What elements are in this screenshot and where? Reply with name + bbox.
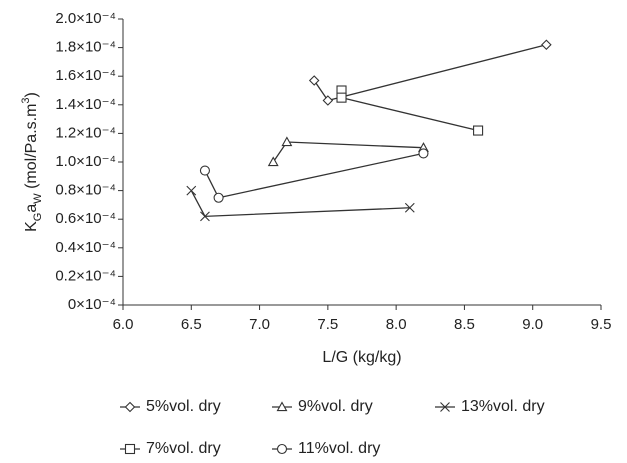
- y-label-part: a: [23, 204, 40, 213]
- series-line: [204, 152, 424, 199]
- series-line: [190, 190, 410, 218]
- x-tick-label: 8.0: [386, 316, 407, 333]
- legend-marker: [440, 402, 450, 412]
- y-tick-label: 0.2×10⁻⁴: [55, 267, 116, 284]
- y-tick-label: 1.0×10⁻⁴: [55, 153, 116, 170]
- y-label-part: 3: [20, 97, 32, 103]
- y-label-part: G: [32, 213, 44, 222]
- series-line: [313, 44, 547, 102]
- marker: [473, 125, 484, 136]
- y-tick-label: 2.0×10⁻⁴: [55, 10, 116, 27]
- marker: [404, 202, 415, 213]
- legend-label: 9%vol. dry: [298, 398, 373, 415]
- legend-label: 13%vol. dry: [461, 398, 545, 415]
- y-tick-label: 1.8×10⁻⁴: [55, 39, 116, 56]
- marker: [281, 136, 293, 147]
- x-tick-label: 6.5: [181, 316, 202, 333]
- x-tick-label: 8.5: [454, 316, 475, 333]
- marker: [322, 95, 334, 106]
- y-tick-label: 0.6×10⁻⁴: [55, 210, 116, 227]
- y-tick-label: 1.4×10⁻⁴: [55, 96, 116, 113]
- x-tick-label: 7.0: [249, 316, 270, 333]
- legend-marker: [276, 443, 288, 455]
- y-tick-label: 0×10⁻⁴: [68, 296, 116, 313]
- legend-label: 11%vol. dry: [298, 440, 380, 457]
- marker: [199, 165, 210, 176]
- legend-label: 7%vol. dry: [146, 440, 221, 457]
- marker: [308, 75, 320, 86]
- y-tick-label: 0.4×10⁻⁴: [55, 239, 116, 256]
- x-tick-label: 7.5: [317, 316, 338, 333]
- marker: [418, 148, 429, 159]
- y-label-part: ): [23, 92, 40, 97]
- series-line: [340, 90, 479, 132]
- marker: [200, 211, 210, 222]
- legend-marker: [124, 401, 136, 413]
- x-tick-label: 6.0: [113, 316, 134, 333]
- y-axis-label: KGaW (mol/Pa.s.m3): [20, 92, 44, 232]
- y-tick-label: 1.6×10⁻⁴: [55, 67, 116, 84]
- marker: [213, 192, 224, 203]
- marker: [336, 92, 347, 103]
- legend-marker: [124, 443, 136, 455]
- marker: [541, 39, 552, 51]
- x-tick-label: 9.5: [591, 316, 612, 333]
- y-tick-label: 1.2×10⁻⁴: [55, 124, 116, 141]
- x-axis-label: L/G (kg/kg): [322, 349, 401, 366]
- y-tick-label: 0.8×10⁻⁴: [55, 182, 116, 199]
- legend-marker: [276, 401, 288, 412]
- marker: [186, 185, 197, 196]
- legend-label: 5%vol. dry: [146, 398, 221, 415]
- y-label-part: (mol/Pa.s.m: [23, 104, 40, 194]
- marker: [267, 156, 279, 167]
- y-label-part: K: [23, 221, 40, 232]
- y-label-part: W: [32, 193, 44, 204]
- x-tick-label: 9.0: [522, 316, 543, 333]
- series-line: [272, 141, 424, 163]
